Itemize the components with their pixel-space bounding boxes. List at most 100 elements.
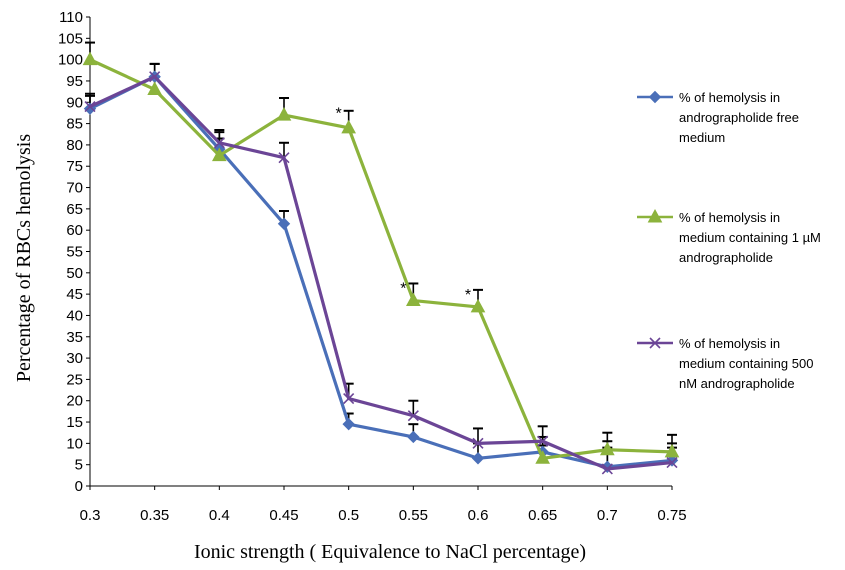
y-tick-label: 10 [66,435,83,452]
y-tick-label: 40 [66,307,83,324]
y-tick-label: 100 [58,52,83,69]
data-point-0-65 [535,450,551,464]
marker-stroke [472,437,484,449]
legend-marker [649,337,661,349]
data-point-0-45 [278,152,290,164]
data-series [82,51,680,475]
data-point-0-3 [82,51,98,66]
data-point-0-45 [276,107,292,121]
legend-label: % of hemolysis in [679,336,780,351]
series-line [89,58,673,460]
series-2 [82,51,680,464]
y-tick-label: 75 [66,158,83,175]
x-tick-label: 0.3 [80,507,101,524]
y-tick-label: 35 [66,329,83,346]
x-tick-label: 0.35 [140,507,169,524]
data-point-0-45 [277,217,291,230]
y-tick-label: 95 [66,73,83,90]
series-3 [84,71,678,475]
marker-stroke [149,71,161,83]
legend-marker [647,208,663,223]
y-tick-label: 20 [66,393,83,410]
marker-stroke [213,137,225,149]
data-point-0-3 [84,100,96,113]
legend-item-3: % of hemolysis in medium containing 500 nM… [637,336,813,391]
series-line [89,75,673,471]
marker-stroke [537,435,549,447]
y-tick-label: 65 [66,201,83,218]
error-bars [85,41,677,469]
y-tick-label: 55 [66,244,83,261]
legend-marker [648,90,662,104]
data-point-0-5 [343,393,355,405]
data-point-0-7 [601,463,613,475]
y-tick-label: 5 [75,457,83,474]
marker-stroke [407,410,419,422]
legend-label: medium containing 1 µM [679,230,821,245]
y-axis-title: Percentage of RBCs hemolysis [13,134,35,383]
x-tick-label: 0.7 [597,507,618,524]
marker-stroke [278,152,290,164]
marker-stroke [84,100,96,113]
data-point-0-6 [472,437,484,449]
y-tick-label: 80 [66,137,83,154]
y-tick-label: 15 [66,414,83,431]
x-axis: 0.3 0.35 0.4 0.45 0.5 0.55 0.6 0.65 0.7 0.75 [80,485,687,524]
y-tick-label: 105 [58,30,83,47]
data-point-0-55 [407,410,419,422]
marker-stroke [649,337,661,349]
data-point-0-55 [405,292,421,307]
y-tick-label: 110 [59,9,83,26]
marker-stroke [343,393,355,405]
x-tick-label: 0.6 [468,507,489,524]
data-point-0-5 [341,119,357,134]
marker-stroke [666,456,678,469]
legend-label: andrographolide [679,250,773,265]
x-tick-label: 0.5 [338,507,359,524]
significance-star: * [400,280,406,297]
significance-star: * [465,287,471,304]
x-tick-label: 0.75 [657,507,686,524]
y-tick-label: 25 [66,371,83,388]
legend-label: % of hemolysis in [679,210,780,225]
y-tick-label: 70 [66,180,83,197]
legend-label: medium containing 500 [679,356,813,371]
data-point-0-6 [471,452,485,465]
y-tick-label: 30 [66,350,83,367]
significance-annotations: * * * [336,106,472,304]
data-point-0-6 [470,298,486,313]
y-tick-label: 60 [66,222,83,239]
series-1 [83,70,679,474]
y-tick-label: 90 [66,94,83,111]
significance-star: * [336,106,342,123]
x-tick-label: 0.65 [528,507,557,524]
y-tick-label: 0 [75,478,83,495]
x-tick-label: 0.45 [269,507,298,524]
data-point-0-65 [537,435,549,447]
series-line [89,75,673,469]
legend: % of hemolysis in andrographolide free med… [637,90,821,391]
data-point-0-7 [599,441,615,456]
legend-label: % of hemolysis in [679,90,780,105]
data-point-0-55 [407,430,420,444]
data-point-0-75 [664,443,680,458]
data-point-0-35 [147,81,163,95]
x-tick-label: 0.4 [209,507,230,524]
data-point-0-4 [211,147,227,162]
legend-item-2: % of hemolysis in medium containing 1 µM a… [637,208,821,265]
data-point-0-75 [666,456,678,469]
y-tick-label: 85 [66,116,83,133]
x-tick-label: 0.55 [399,507,428,524]
legend-label: nM andrographolide [679,376,795,391]
y-axis: 0 5 10 15 20 25 30 35 40 45 50 55 60 65 70 75 80 85 90 95 10… [58,9,91,495]
marker-stroke [601,463,613,475]
legend-label: andrographolide free [679,110,799,125]
legend-label: medium [679,130,725,145]
legend-item-1: % of hemolysis in andrographolide free med… [637,90,799,145]
y-tick-label: 45 [66,286,83,303]
data-point-0-35 [149,71,161,83]
data-point-0-4 [213,137,225,149]
x-axis-title: Ionic strength ( Equivalence to NaCl per… [194,541,586,563]
y-tick-label: 50 [66,265,83,282]
